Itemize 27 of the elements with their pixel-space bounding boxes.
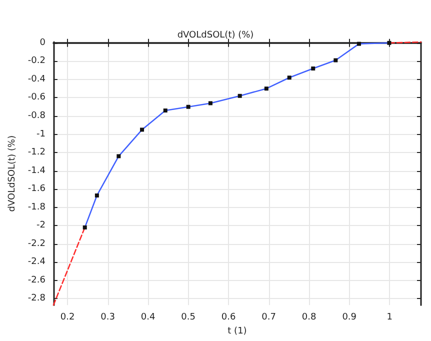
- y-tick-label: -2.8: [28, 294, 46, 304]
- y-tick-label: -2.2: [28, 238, 46, 249]
- x-tick-label: 0.7: [262, 312, 276, 323]
- x-tick-label: 0.2: [60, 312, 75, 323]
- chart-title: dVOLdSOL(t) (%): [177, 30, 254, 40]
- y-tick-label: -0.8: [28, 110, 46, 121]
- y-tick-label: -1: [36, 129, 46, 140]
- y-tick-label: -1.6: [28, 184, 46, 194]
- x-tick-label: 0.8: [302, 312, 317, 323]
- y-tick-label: -2: [36, 220, 46, 231]
- y-tick-label: -2.6: [28, 275, 46, 286]
- x-axis-title: t (1): [228, 326, 247, 336]
- y-tick-label: -2.4: [28, 257, 46, 268]
- x-tick-label: 0.6: [221, 312, 236, 323]
- y-tick-label: 0: [40, 38, 46, 48]
- y-tick-label: -1.8: [28, 202, 46, 212]
- y-tick-label: -0.2: [28, 56, 46, 66]
- x-tick-label: 0.4: [140, 312, 156, 323]
- x-tick-label: 0.9: [342, 312, 357, 323]
- y-tick-label: -0.4: [28, 74, 46, 84]
- y-tick-label: -1.2: [28, 148, 46, 158]
- x-tick-label: 1: [386, 312, 392, 323]
- y-axis-title: dVOLdSOL(t) (%): [8, 135, 18, 212]
- y-tick-label: -0.6: [28, 92, 46, 103]
- x-tick-label: 0.3: [100, 312, 115, 323]
- x-tick-label: 0.5: [181, 312, 196, 323]
- y-tick-label: -1.4: [28, 166, 46, 176]
